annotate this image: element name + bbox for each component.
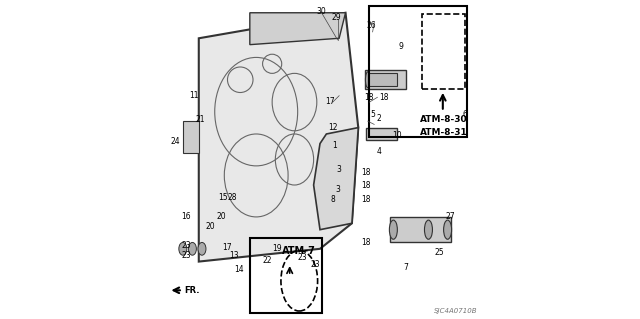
Text: 23: 23 [298, 253, 307, 262]
Text: FR.: FR. [184, 286, 200, 295]
Ellipse shape [179, 242, 187, 255]
Text: 28: 28 [228, 193, 237, 202]
Text: 10: 10 [392, 131, 401, 140]
Ellipse shape [365, 72, 371, 88]
Text: 21: 21 [196, 115, 205, 124]
Text: 12: 12 [328, 123, 337, 132]
Text: 15: 15 [218, 193, 227, 202]
Bar [390, 217, 451, 242]
Text: 23: 23 [310, 260, 320, 269]
Text: 11: 11 [189, 91, 199, 100]
Text: 4: 4 [376, 147, 381, 156]
Text: 9: 9 [399, 42, 404, 51]
Text: 18: 18 [362, 195, 371, 204]
Text: 24: 24 [170, 137, 180, 146]
Text: 7: 7 [404, 263, 408, 272]
Text: 19: 19 [272, 244, 282, 253]
Text: 30: 30 [317, 7, 326, 16]
Text: 27: 27 [446, 212, 456, 221]
Text: 18: 18 [362, 181, 371, 189]
Text: ATM-8-30: ATM-8-30 [420, 115, 468, 124]
Text: 18: 18 [379, 93, 388, 102]
Polygon shape [250, 13, 346, 45]
Text: 1: 1 [332, 141, 337, 150]
Ellipse shape [389, 220, 397, 239]
Text: 25: 25 [435, 248, 444, 256]
Text: ATM-7: ATM-7 [282, 246, 316, 256]
Text: 18: 18 [365, 93, 374, 102]
Text: 13: 13 [229, 251, 239, 260]
Ellipse shape [198, 242, 206, 255]
Text: 17: 17 [324, 97, 334, 106]
Text: 8: 8 [330, 195, 335, 204]
Text: 20: 20 [205, 222, 215, 231]
Text: 14: 14 [234, 265, 243, 274]
Text: 3: 3 [335, 185, 340, 194]
Polygon shape [314, 128, 358, 230]
Text: 5: 5 [370, 110, 375, 119]
Text: 23: 23 [181, 241, 191, 250]
Text: 22: 22 [262, 256, 272, 265]
Text: 6: 6 [463, 110, 468, 119]
Text: 26: 26 [366, 21, 376, 30]
Text: 18: 18 [362, 168, 371, 177]
Bar [422, 14, 465, 89]
Bar [369, 6, 467, 137]
Text: 17: 17 [223, 243, 232, 252]
Text: 16: 16 [181, 212, 191, 221]
Text: 3: 3 [337, 165, 342, 174]
Text: SJC4A0710B: SJC4A0710B [435, 308, 478, 314]
Bar [365, 70, 406, 89]
Text: 29: 29 [331, 13, 340, 22]
Bar [366, 128, 397, 140]
Text: ATM-8-31: ATM-8-31 [420, 128, 468, 137]
Bar [250, 238, 321, 313]
Polygon shape [199, 13, 358, 262]
Ellipse shape [444, 220, 452, 239]
Text: 23: 23 [181, 251, 191, 260]
Bar [183, 121, 199, 153]
Ellipse shape [424, 220, 433, 239]
Text: 20: 20 [216, 212, 226, 221]
Text: 2: 2 [376, 114, 381, 122]
Ellipse shape [188, 242, 196, 255]
Bar [368, 73, 397, 86]
Text: 18: 18 [362, 238, 371, 247]
